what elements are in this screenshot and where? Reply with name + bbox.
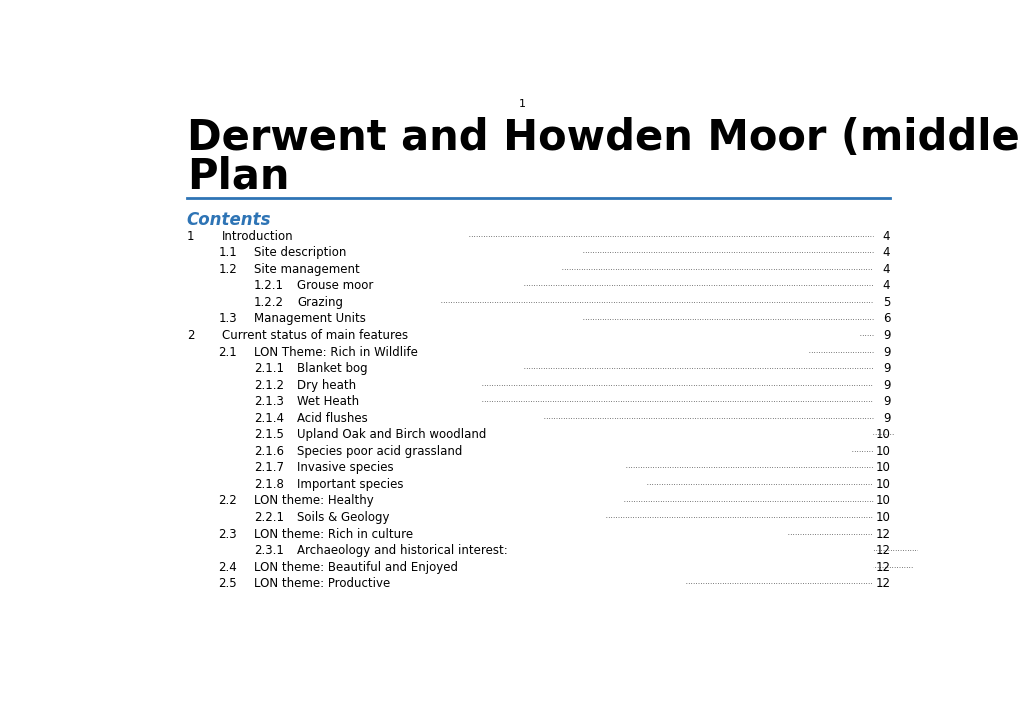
- Text: 9: 9: [882, 345, 890, 358]
- Text: 12: 12: [874, 528, 890, 541]
- Text: 2.2: 2.2: [218, 495, 237, 508]
- Text: 2.1.5: 2.1.5: [254, 428, 283, 441]
- Text: 9: 9: [882, 362, 890, 375]
- Text: Plan: Plan: [186, 156, 289, 198]
- Text: 2.1.3: 2.1.3: [254, 395, 283, 408]
- Text: 4: 4: [882, 279, 890, 293]
- Text: 2.1.7: 2.1.7: [254, 461, 283, 474]
- Text: Dry heath: Dry heath: [298, 379, 357, 392]
- Text: 2: 2: [186, 329, 194, 342]
- Text: LON Theme: Rich in Wildlife: LON Theme: Rich in Wildlife: [254, 345, 418, 358]
- Text: 10: 10: [874, 428, 890, 441]
- Text: 9: 9: [882, 395, 890, 408]
- Text: 2.1.4: 2.1.4: [254, 412, 283, 425]
- Text: 1.2.2: 1.2.2: [254, 296, 283, 309]
- Text: 10: 10: [874, 495, 890, 508]
- Text: Site description: Site description: [254, 247, 346, 260]
- Text: 2.1: 2.1: [218, 345, 237, 358]
- Text: 2.5: 2.5: [218, 578, 236, 590]
- Text: Contents: Contents: [186, 211, 271, 229]
- Text: 12: 12: [874, 544, 890, 557]
- Text: 1: 1: [186, 230, 194, 243]
- Text: 10: 10: [874, 478, 890, 491]
- Text: Derwent and Howden Moor (middle heft) Management: Derwent and Howden Moor (middle heft) Ma…: [186, 117, 1019, 159]
- Text: 12: 12: [874, 578, 890, 590]
- Text: 2.1.8: 2.1.8: [254, 478, 283, 491]
- Text: 2.2.1: 2.2.1: [254, 511, 283, 524]
- Text: Management Units: Management Units: [254, 312, 366, 325]
- Text: 4: 4: [882, 263, 890, 276]
- Text: Species poor acid grassland: Species poor acid grassland: [298, 445, 463, 458]
- Text: Soils & Geology: Soils & Geology: [298, 511, 389, 524]
- Text: 5: 5: [882, 296, 890, 309]
- Text: Acid flushes: Acid flushes: [298, 412, 368, 425]
- Text: 2.1.2: 2.1.2: [254, 379, 283, 392]
- Text: 10: 10: [874, 445, 890, 458]
- Text: LON theme: Beautiful and Enjoyed: LON theme: Beautiful and Enjoyed: [254, 561, 458, 574]
- Text: 2.3.1: 2.3.1: [254, 544, 283, 557]
- Text: 2.3: 2.3: [218, 528, 236, 541]
- Text: 1.2: 1.2: [218, 263, 237, 276]
- Text: 2.1.6: 2.1.6: [254, 445, 283, 458]
- Text: LON theme: Healthy: LON theme: Healthy: [254, 495, 373, 508]
- Text: 4: 4: [882, 230, 890, 243]
- Text: 2.1.1: 2.1.1: [254, 362, 283, 375]
- Text: 9: 9: [882, 412, 890, 425]
- Text: Grouse moor: Grouse moor: [298, 279, 374, 293]
- Text: 1: 1: [519, 99, 526, 109]
- Text: 1.3: 1.3: [218, 312, 236, 325]
- Text: Upland Oak and Birch woodland: Upland Oak and Birch woodland: [298, 428, 486, 441]
- Text: 6: 6: [882, 312, 890, 325]
- Text: Invasive species: Invasive species: [298, 461, 393, 474]
- Text: LON theme: Productive: LON theme: Productive: [254, 578, 390, 590]
- Text: LON theme: Rich in culture: LON theme: Rich in culture: [254, 528, 413, 541]
- Text: Introduction: Introduction: [222, 230, 293, 243]
- Text: 4: 4: [882, 247, 890, 260]
- Text: Important species: Important species: [298, 478, 404, 491]
- Text: 9: 9: [882, 379, 890, 392]
- Text: 10: 10: [874, 461, 890, 474]
- Text: Grazing: Grazing: [298, 296, 343, 309]
- Text: Current status of main features: Current status of main features: [222, 329, 408, 342]
- Text: 1.1: 1.1: [218, 247, 237, 260]
- Text: 1.2.1: 1.2.1: [254, 279, 283, 293]
- Text: 12: 12: [874, 561, 890, 574]
- Text: Wet Heath: Wet Heath: [298, 395, 360, 408]
- Text: Archaeology and historical interest:: Archaeology and historical interest:: [298, 544, 507, 557]
- Text: Blanket bog: Blanket bog: [298, 362, 368, 375]
- Text: 10: 10: [874, 511, 890, 524]
- Text: 2.4: 2.4: [218, 561, 237, 574]
- Text: 9: 9: [882, 329, 890, 342]
- Text: Site management: Site management: [254, 263, 360, 276]
